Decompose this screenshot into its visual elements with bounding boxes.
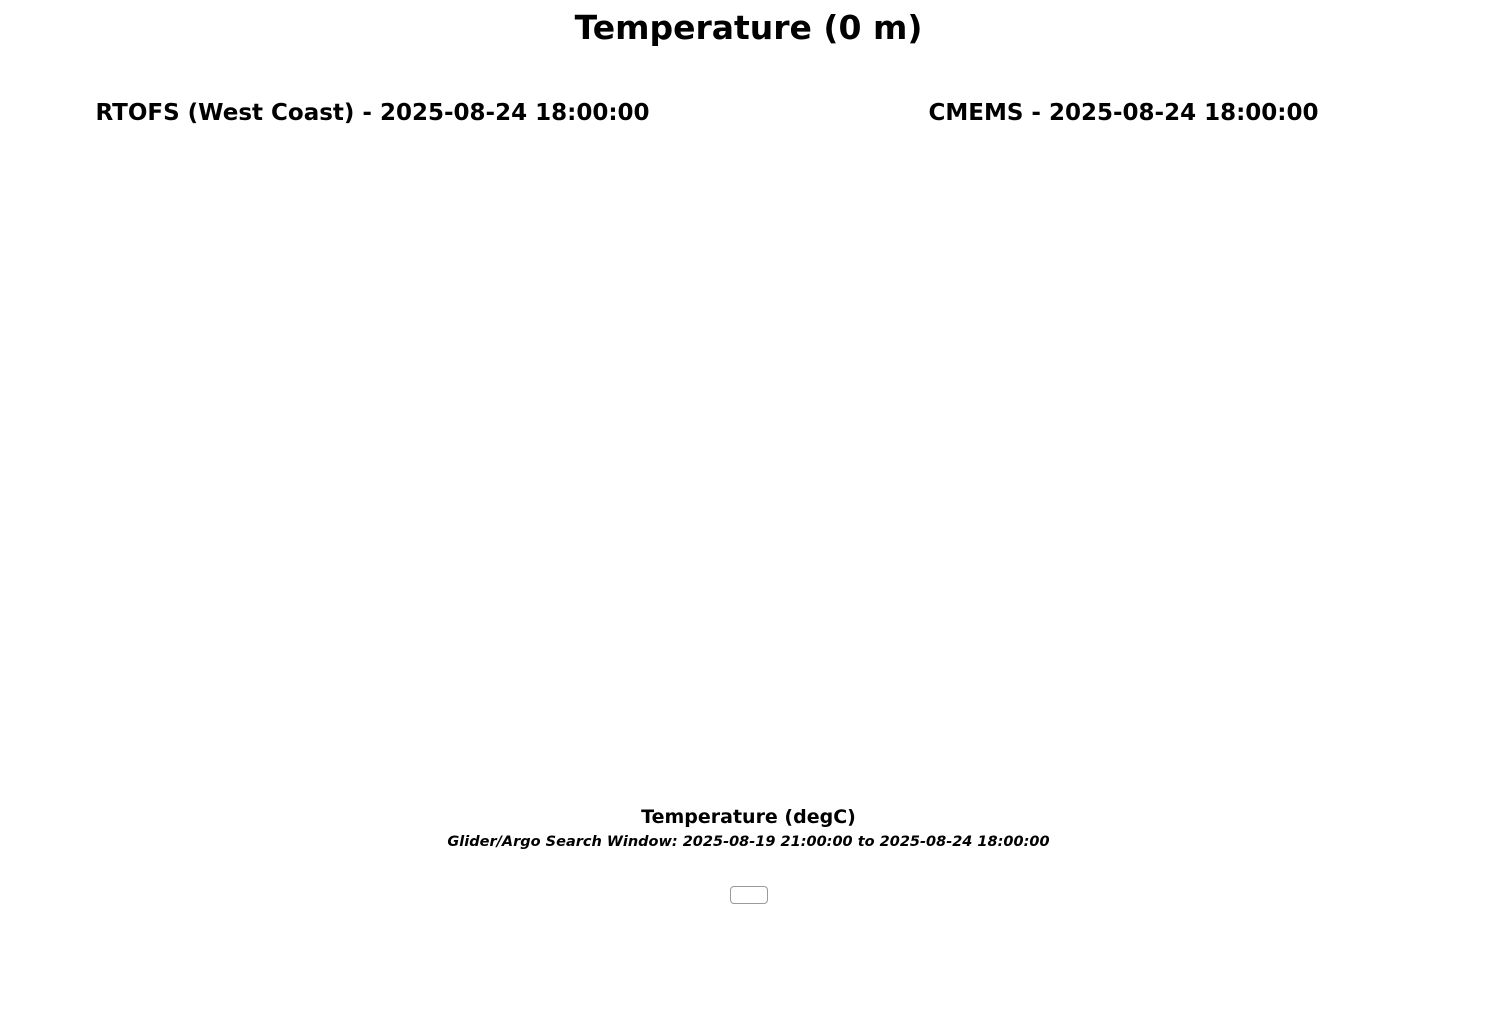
- map-rtofs: [85, 133, 660, 690]
- search-window-subtitle: Glider/Argo Search Window: 2025-08-19 21…: [447, 834, 1050, 850]
- map-cmems: [836, 133, 1411, 690]
- colorbar-label: Temperature (degC): [641, 806, 856, 828]
- figure-title: Temperature (0 m): [574, 8, 923, 47]
- panel-title-rtofs: RTOFS (West Coast) - 2025-08-24 18:00:00: [95, 100, 650, 126]
- colorbar: [54, 751, 1444, 777]
- float-legend: [729, 886, 768, 904]
- panel-title-cmems: CMEMS - 2025-08-24 18:00:00: [928, 100, 1319, 126]
